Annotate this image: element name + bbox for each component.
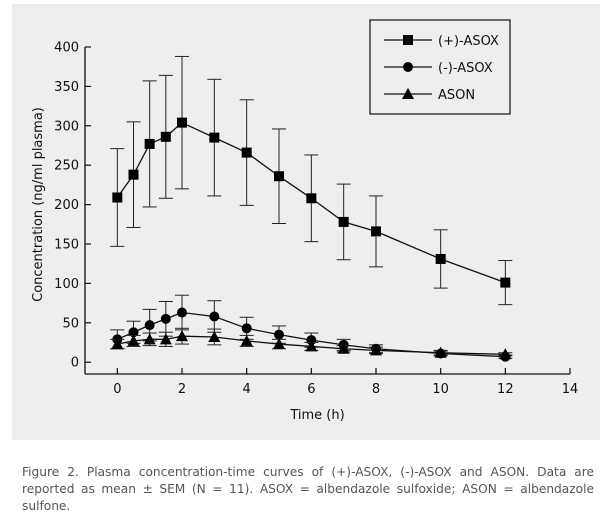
x-tick-label: 12 (497, 382, 514, 397)
legend-marker (402, 88, 414, 99)
y-tick-label: 150 (54, 237, 79, 252)
y-tick-label: 200 (54, 198, 79, 213)
data-point-ason (143, 333, 156, 345)
data-point-asox (144, 138, 155, 149)
figure-panel: 0 50 100 150 200 250 300 350 400 0 2 4 6 8 10 12 14 Time … (12, 4, 600, 440)
data-point-asox (209, 311, 220, 322)
x-tick-label: 6 (307, 382, 315, 397)
data-point-ason (337, 342, 350, 354)
data-point-asox (241, 147, 252, 158)
y-tick-label: 50 (62, 316, 79, 331)
data-point-asox (500, 277, 511, 288)
x-tick-label: 10 (432, 382, 449, 397)
data-point-asox (144, 320, 155, 331)
legend-marker (403, 62, 413, 72)
data-point-ason (305, 340, 318, 352)
data-point-ason (499, 348, 512, 360)
data-point-asox (241, 323, 252, 334)
legend-label: (+)-ASOX (438, 34, 499, 49)
legend-label: ASON (438, 88, 475, 103)
data-point-ason (240, 334, 253, 346)
data-point-asox (371, 226, 381, 237)
data-point-ason (111, 338, 124, 350)
data-point-asox (274, 329, 284, 340)
y-tick-label: 300 (54, 119, 79, 134)
legend-label: (-)-ASOX (438, 61, 493, 76)
data-point-asox (435, 253, 446, 264)
x-axis-label: Time (h) (289, 408, 344, 423)
data-point-asox (338, 216, 349, 227)
chart: 0 50 100 150 200 250 300 350 400 0 2 4 6 8 10 12 14 Time … (31, 19, 579, 423)
x-tick-label: 8 (372, 382, 380, 397)
y-tick-label: 0 (71, 356, 79, 371)
data-point-asox (112, 192, 123, 203)
data-point-asox (209, 132, 220, 143)
data-point-ason (434, 346, 447, 358)
legend-marker (403, 35, 413, 45)
data-point-ason (370, 344, 382, 356)
y-tick-label: 250 (54, 159, 79, 174)
data-point-ason (273, 338, 285, 350)
y-tick-label: 100 (54, 277, 79, 292)
figure-caption: Figure 2. Plasma concentration-time curv… (22, 465, 594, 514)
y-tick-label: 400 (54, 41, 79, 56)
data-point-asox (128, 327, 139, 338)
data-point-ason (127, 334, 140, 346)
data-point-asox (177, 307, 187, 318)
y-axis-label: Concentration (ng/ml plasma) (31, 107, 46, 302)
x-tick-label: 2 (178, 382, 186, 397)
data-point-asox (177, 117, 187, 128)
x-tick-label: 14 (562, 382, 579, 397)
data-point-ason (208, 330, 221, 342)
data-point-asox (306, 193, 317, 204)
data-point-asox (274, 171, 284, 182)
data-point-asox (160, 131, 171, 142)
x-tick-label: 0 (113, 382, 121, 397)
x-tick-label: 4 (243, 382, 251, 397)
data-point-ason (176, 330, 188, 342)
data-point-asox (160, 313, 171, 324)
data-point-ason (159, 333, 172, 345)
data-point-asox (128, 169, 139, 180)
y-tick-label: 350 (54, 80, 79, 95)
